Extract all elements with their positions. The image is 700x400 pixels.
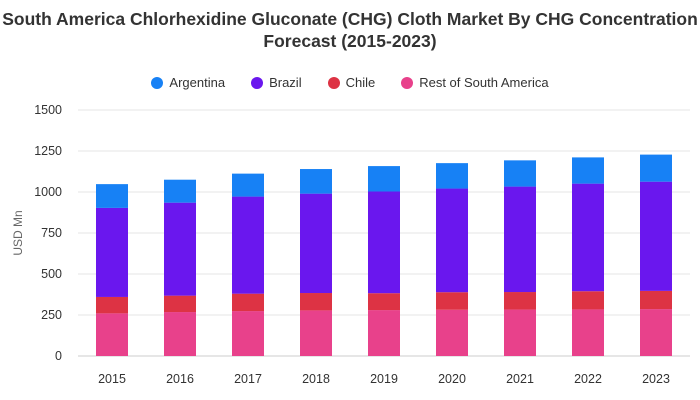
bar-rest-of-south-america-2020	[436, 309, 468, 356]
bar-rest-of-south-america-2018	[300, 310, 332, 356]
bar-brazil-2017	[232, 196, 264, 294]
bar-chile-2018	[300, 293, 332, 311]
bar-chile-2015	[96, 296, 128, 314]
bar-argentina-2020	[436, 163, 468, 189]
bar-brazil-2021	[504, 186, 536, 293]
bar-argentina-2017	[232, 173, 264, 197]
x-tick-label: 2022	[574, 372, 602, 386]
x-tick-label: 2023	[642, 372, 670, 386]
bar-argentina-2021	[504, 160, 536, 187]
bar-rest-of-south-america-2019	[368, 310, 400, 356]
chart-title: South America Chlorhexidine Gluconate (C…	[2, 9, 698, 51]
legend-swatch	[251, 76, 264, 89]
y-tick-label: 250	[41, 308, 62, 322]
bar-argentina-2018	[300, 169, 332, 194]
bar-rest-of-south-america-2016	[164, 312, 196, 356]
bar-argentina-2015	[96, 184, 128, 208]
bar-argentina-2023	[640, 154, 672, 182]
y-axis-label: USD Mn	[11, 210, 25, 255]
bar-brazil-2020	[436, 188, 468, 293]
bar-brazil-2015	[96, 207, 128, 297]
legend-label: Brazil	[269, 75, 302, 90]
bar-rest-of-south-america-2023	[640, 309, 672, 356]
legend-swatch	[401, 76, 414, 89]
bar-brazil-2019	[368, 191, 400, 294]
bar-chile-2016	[164, 295, 196, 313]
x-tick-label: 2021	[506, 372, 534, 386]
bar-chile-2020	[436, 292, 468, 310]
y-tick-label: 1250	[34, 144, 62, 158]
legend-label: Chile	[345, 75, 376, 90]
bar-argentina-2019	[368, 166, 400, 192]
legend-label: Argentina	[169, 75, 226, 90]
bar-argentina-2016	[164, 179, 196, 203]
chart-legend: Argentina Brazil Chile Rest of South Americ…	[0, 75, 700, 90]
y-tick-label: 750	[41, 226, 62, 240]
x-tick-label: 2015	[98, 372, 126, 386]
bar-chile-2019	[368, 293, 400, 311]
y-tick-label: 0	[55, 349, 62, 363]
x-tick-label: 2019	[370, 372, 398, 386]
bar-brazil-2016	[164, 202, 196, 296]
x-tick-label: 2020	[438, 372, 466, 386]
legend-item-argentina[interactable]: Argentina	[151, 75, 225, 90]
y-tick-label: 1000	[34, 185, 62, 199]
bar-brazil-2022	[572, 183, 604, 292]
x-tick-label: 2016	[166, 372, 194, 386]
bar-argentina-2022	[572, 157, 604, 184]
bar-chile-2021	[504, 292, 536, 310]
legend-swatch	[151, 76, 164, 89]
y-tick-label: 500	[41, 267, 62, 281]
bar-rest-of-south-america-2015	[96, 313, 128, 356]
legend-item-brazil[interactable]: Brazil	[251, 75, 302, 90]
legend-item-rest-of-south-america[interactable]: Rest of South America	[401, 75, 549, 90]
bar-chile-2022	[572, 291, 604, 310]
bar-rest-of-south-america-2017	[232, 311, 264, 356]
x-tick-label: 2017	[234, 372, 262, 386]
legend-item-chile[interactable]: Chile	[327, 75, 376, 90]
bar-chile-2023	[640, 290, 672, 310]
x-tick-label: 2018	[302, 372, 330, 386]
bar-rest-of-south-america-2021	[504, 309, 536, 356]
bar-rest-of-south-america-2022	[572, 309, 604, 356]
bar-brazil-2023	[640, 181, 672, 291]
y-tick-label: 1500	[34, 103, 62, 117]
bar-chile-2017	[232, 293, 264, 312]
bar-brazil-2018	[300, 193, 332, 294]
legend-label: Rest of South America	[419, 75, 549, 90]
legend-swatch	[327, 76, 340, 89]
